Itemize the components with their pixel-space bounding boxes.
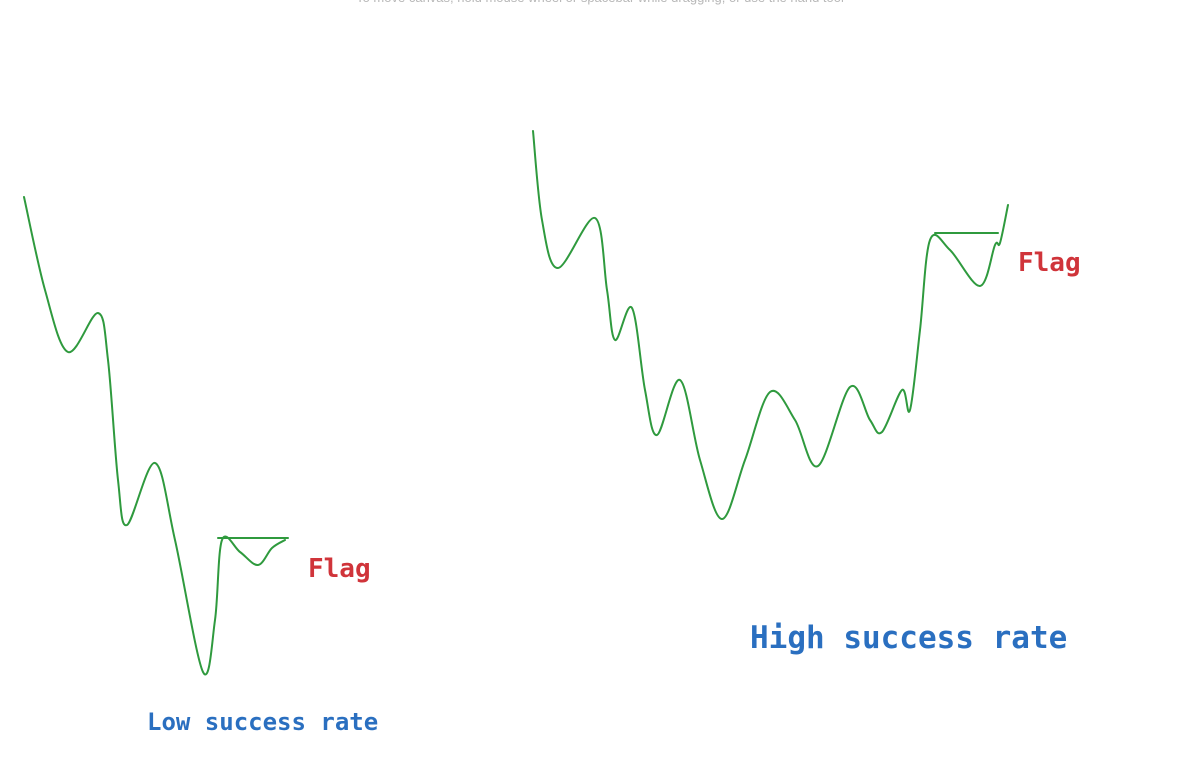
flag-label: Flag [308, 554, 371, 584]
caption: High success rate [750, 620, 1067, 656]
flag-label: Flag [1018, 248, 1081, 278]
price-curve-low [23, 196, 286, 676]
price-curve-high [532, 130, 1009, 520]
canvas-hint: To move canvas, hold mouse wheel or spac… [356, 0, 844, 5]
caption: Low success rate [147, 708, 378, 736]
